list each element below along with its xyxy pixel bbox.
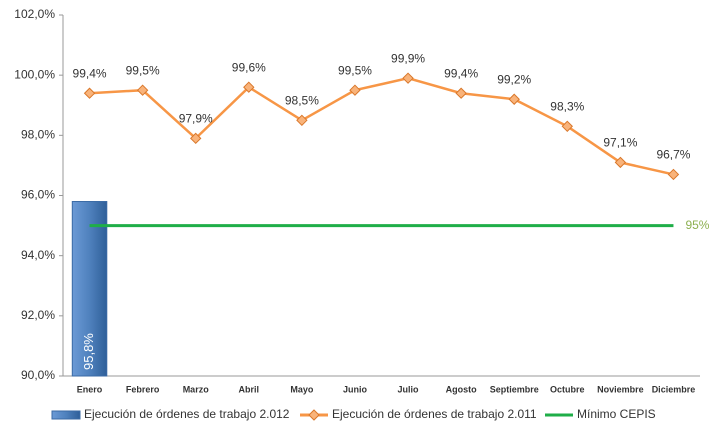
x-tick-label: Febrero: [126, 384, 160, 394]
data-label: 99,4%: [444, 66, 478, 80]
x-tick-label: Octubre: [550, 384, 585, 394]
series-line: [89, 76, 674, 176]
legend-label: Ejecución de órdenes de trabajo 2.011: [332, 407, 537, 421]
data-label: 99,2%: [497, 72, 531, 86]
x-tick-label: Noviembre: [597, 384, 644, 394]
y-tick-label: 96,0%: [21, 188, 55, 202]
x-tick-label: Septiembre: [490, 384, 539, 394]
x-tick-label: Marzo: [183, 384, 210, 394]
data-label: 96,7%: [656, 148, 690, 162]
bar-label: 95,8%: [81, 333, 96, 370]
marker: [455, 87, 467, 99]
marker: [508, 93, 520, 105]
marker: [561, 120, 573, 133]
marker: [243, 81, 255, 93]
legend-marker: [308, 409, 320, 421]
y-tick-label: 100,0%: [14, 67, 55, 81]
marker: [614, 156, 627, 169]
y-tick-label: 92,0%: [21, 308, 55, 322]
data-label: 98,5%: [285, 93, 319, 107]
legend-label: Ejecución de órdenes de trabajo 2.012: [84, 407, 290, 421]
data-label: 99,5%: [126, 63, 160, 77]
data-label: 99,5%: [338, 63, 372, 77]
data-label: 99,9%: [391, 51, 425, 65]
data-label: 98,3%: [550, 99, 584, 113]
marker: [667, 168, 680, 181]
data-label: 99,4%: [73, 66, 107, 80]
legend-swatch: [51, 410, 81, 420]
data-label: 99,6%: [232, 60, 266, 74]
y-tick-label: 102,0%: [14, 7, 55, 21]
data-label: 97,1%: [603, 136, 637, 150]
y-tick-label: 90,0%: [21, 368, 55, 382]
marker: [402, 72, 414, 84]
x-tick-label: Julio: [398, 384, 420, 394]
x-tick-label: Agosto: [446, 384, 477, 394]
marker: [83, 87, 96, 99]
x-tick-label: Enero: [77, 384, 103, 394]
data-label: 97,9%: [179, 112, 213, 126]
legend-label: Mínimo CEPIS: [577, 407, 656, 421]
y-tick-label: 98,0%: [21, 128, 55, 142]
marker: [136, 84, 149, 96]
line-label: 95%: [685, 218, 709, 232]
marker: [349, 84, 361, 96]
x-tick-label: Mayo: [290, 384, 314, 394]
x-tick-label: Abril: [239, 384, 260, 394]
marker: [190, 132, 202, 145]
marker: [296, 114, 308, 126]
x-tick-label: Junio: [343, 384, 368, 394]
bar: [71, 201, 108, 377]
y-tick-label: 94,0%: [21, 248, 55, 262]
x-tick-label: Diciembre: [652, 384, 696, 394]
